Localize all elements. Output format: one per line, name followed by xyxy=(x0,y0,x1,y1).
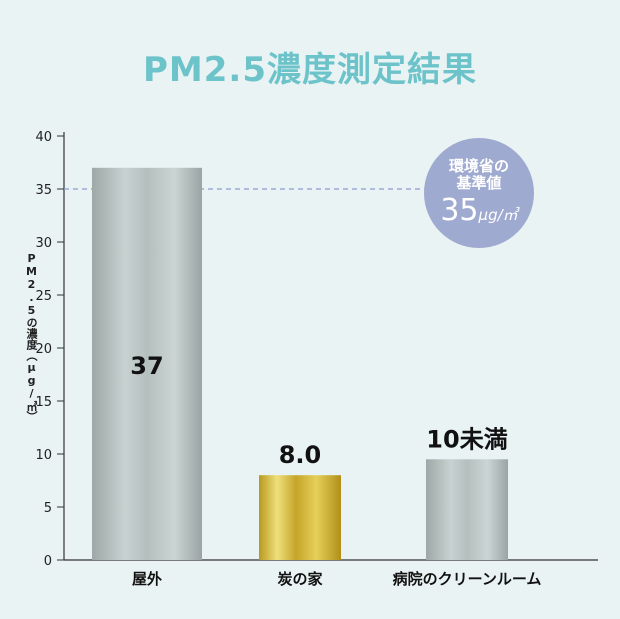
reference-badge: 環境省の 基準値 35µg/㎥ xyxy=(424,138,534,248)
y-tick-label: 20 xyxy=(35,342,52,357)
y-tick-label: 40 xyxy=(35,130,52,145)
bar xyxy=(426,459,508,560)
y-tick-label: 5 xyxy=(44,501,52,516)
data-label: 10未満 xyxy=(426,425,507,453)
reference-line2: 基準値 xyxy=(456,173,502,192)
y-tick-label: 10 xyxy=(35,448,52,463)
y-tick-label: 15 xyxy=(35,395,52,410)
bar xyxy=(259,475,341,560)
y-tick-label: 30 xyxy=(35,236,52,251)
bar xyxy=(92,167,202,561)
reference-value-wrap: 35µg/㎥ xyxy=(440,193,518,229)
y-tick-label: 35 xyxy=(35,183,52,198)
chart-title: PM2.5濃度測定結果 xyxy=(143,50,477,90)
reference-unit: µg/㎥ xyxy=(478,206,518,224)
y-axis-label: PM2.5の濃度（µg/㎥） xyxy=(25,252,38,422)
reference-value: 35 xyxy=(440,193,479,228)
x-tick-label: 炭の家 xyxy=(277,570,322,588)
x-tick-label: 病院のクリーンルーム xyxy=(393,570,542,588)
y-tick-label: 0 xyxy=(44,554,52,569)
y-tick-label: 25 xyxy=(35,289,52,304)
x-tick-label: 屋外 xyxy=(132,570,162,588)
data-label: 37 xyxy=(130,352,163,380)
reference-line1: 環境省の xyxy=(448,156,509,175)
data-label: 8.0 xyxy=(279,441,322,469)
